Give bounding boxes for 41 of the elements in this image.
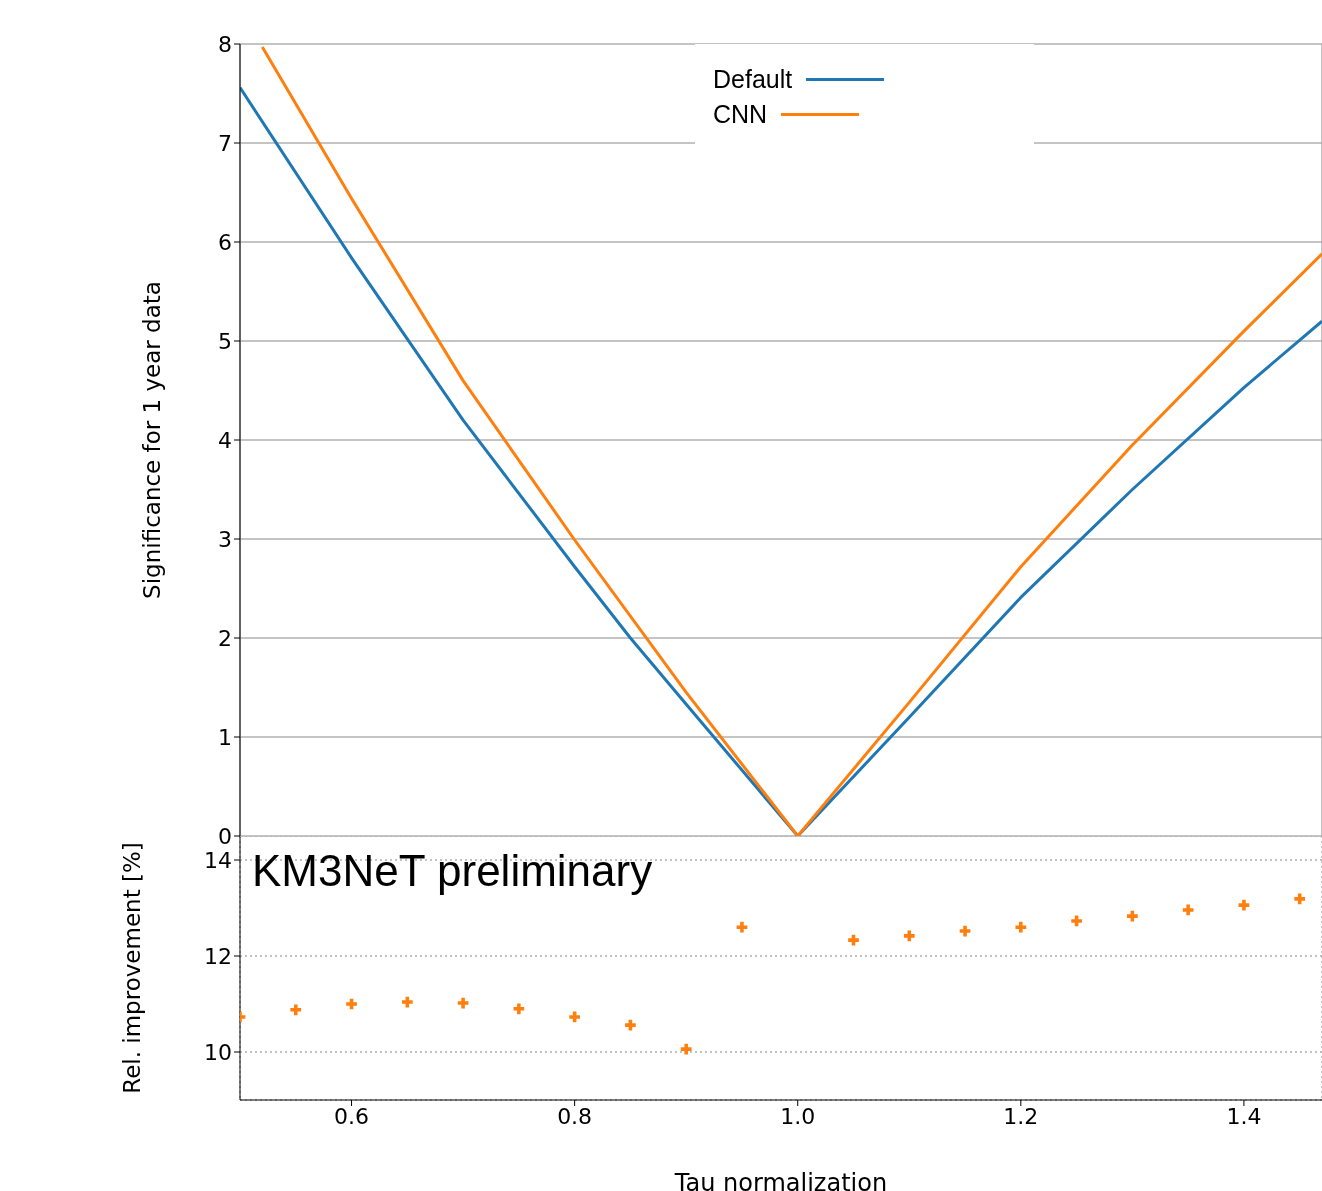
point xyxy=(1015,921,1027,933)
point xyxy=(1294,893,1306,905)
x-tick-label: 0.6 xyxy=(334,1103,370,1129)
y-axis-title: Significance for 1 year data xyxy=(139,281,166,599)
point xyxy=(457,997,469,1009)
x-tick-label: 1.4 xyxy=(1226,1103,1262,1129)
x-tick-label: 0.8 xyxy=(557,1103,593,1129)
y-tick-label: 0 xyxy=(218,823,232,849)
y-tick-label: 12 xyxy=(204,943,232,969)
point xyxy=(903,930,915,942)
y-tick-label: 14 xyxy=(204,847,232,873)
y-tick-label: 6 xyxy=(218,229,232,255)
point xyxy=(1071,915,1082,927)
annotation: KM3NeT preliminary xyxy=(252,846,653,896)
point xyxy=(848,934,859,946)
x-tick-label: 1.2 xyxy=(1003,1103,1039,1129)
point xyxy=(1182,904,1194,916)
y-tick-label: 4 xyxy=(218,427,232,453)
point xyxy=(1127,910,1138,922)
y-axis-title: Rel. improvement [%] xyxy=(119,842,146,1094)
y-tick-label: 8 xyxy=(218,31,232,57)
y-tick-label: 5 xyxy=(218,328,232,354)
point xyxy=(290,1004,302,1016)
legend-label: CNN xyxy=(713,100,768,129)
point xyxy=(401,996,413,1008)
y-tick-label: 3 xyxy=(218,526,232,552)
y-tick-label: 10 xyxy=(204,1039,232,1065)
y-tick-label: 7 xyxy=(218,130,232,156)
y-tick-label: 2 xyxy=(218,625,232,651)
y-tick-label: 1 xyxy=(218,724,232,750)
point xyxy=(1238,899,1250,911)
point xyxy=(346,998,357,1010)
point xyxy=(736,921,748,933)
point xyxy=(680,1043,692,1055)
legend-label: Default xyxy=(713,65,793,94)
point xyxy=(959,925,971,937)
x-axis-title: Tau normalization xyxy=(673,1169,888,1191)
x-tick-label: 1.0 xyxy=(780,1103,816,1129)
point xyxy=(513,1003,525,1015)
point xyxy=(625,1019,636,1031)
point xyxy=(569,1011,581,1023)
